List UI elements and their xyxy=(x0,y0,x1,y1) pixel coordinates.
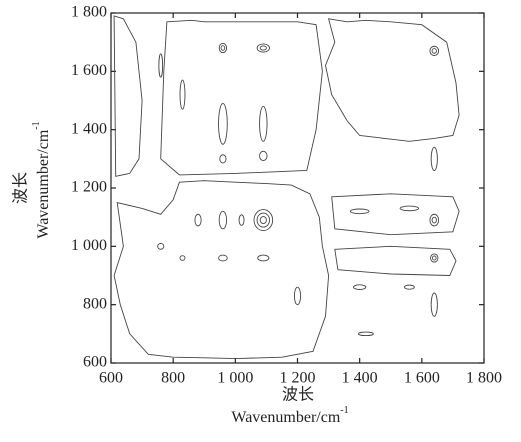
contour-region xyxy=(114,16,142,176)
chart: 波长 Wavenumber/cm-1 波长 Wavenumber/cm-1 60… xyxy=(0,0,521,442)
contour-peak xyxy=(260,151,267,160)
contour-peak xyxy=(358,332,373,336)
contour-peak xyxy=(430,214,439,226)
contour-peak xyxy=(239,215,244,226)
contour-peak xyxy=(195,214,201,226)
contour-peak xyxy=(431,147,437,170)
contour-peak xyxy=(159,54,163,77)
y-tick-label: 800 xyxy=(83,295,107,312)
contour-peak xyxy=(432,256,436,260)
contour-peak xyxy=(353,285,365,290)
contour-peak xyxy=(432,217,436,223)
contour-peak xyxy=(219,43,226,52)
contour-peak xyxy=(260,106,267,141)
contour-peak xyxy=(158,243,164,249)
contour-peak xyxy=(258,255,269,261)
contour-peak xyxy=(219,255,228,261)
contour-region xyxy=(114,181,329,359)
x-tick-label: 1 600 xyxy=(404,370,440,387)
x-tick-label: 1 800 xyxy=(466,370,502,387)
x-axis-label-zh: 波长 xyxy=(282,386,314,404)
contour-peak xyxy=(260,46,266,50)
contour-peak xyxy=(294,287,300,305)
contour-peak xyxy=(260,217,266,224)
contour-peak xyxy=(432,49,436,54)
contour-peak xyxy=(219,103,228,144)
y-axis-label-text: Wavenumber/cm xyxy=(35,129,52,238)
contour-peak xyxy=(431,293,437,316)
y-tick-label: 600 xyxy=(83,354,107,371)
contour-peak xyxy=(400,206,419,211)
y-tick-label: 1 800 xyxy=(71,4,107,21)
contour-peak xyxy=(350,209,369,214)
x-tick-label: 600 xyxy=(99,370,123,387)
contour-peak xyxy=(430,46,439,55)
y-axis-label-zh: 波长 xyxy=(12,172,30,204)
x-axis-label-sup: -1 xyxy=(340,405,348,416)
contour-region xyxy=(332,194,459,235)
contour-peak xyxy=(180,80,185,109)
contour-region xyxy=(335,246,456,275)
x-tick-label: 1 200 xyxy=(280,370,316,387)
y-tick-label: 1 000 xyxy=(71,237,107,254)
y-axis-label-sup: -1 xyxy=(31,121,42,129)
contour-peak xyxy=(257,44,269,52)
x-axis-label-text: Wavenumber/cm xyxy=(231,409,340,426)
x-tick-label: 1 400 xyxy=(342,370,378,387)
contour-peak xyxy=(180,256,185,261)
y-tick-label: 1 600 xyxy=(71,62,107,79)
x-tick-label: 800 xyxy=(161,370,185,387)
contour-peak xyxy=(221,46,225,51)
y-tick-label: 1 200 xyxy=(71,179,107,196)
contour-region xyxy=(326,19,460,142)
contour-peak xyxy=(257,213,269,227)
x-axis-label: Wavenumber/cm-1 xyxy=(231,405,348,425)
y-axis-label: Wavenumber/cm-1 xyxy=(31,121,51,238)
contour-peak xyxy=(220,155,226,163)
y-tick-label: 1 400 xyxy=(71,120,107,137)
contour-peak xyxy=(431,254,438,262)
x-tick-label: 1 000 xyxy=(217,370,253,387)
contour-peak xyxy=(404,285,414,289)
contour-peak xyxy=(219,211,226,229)
